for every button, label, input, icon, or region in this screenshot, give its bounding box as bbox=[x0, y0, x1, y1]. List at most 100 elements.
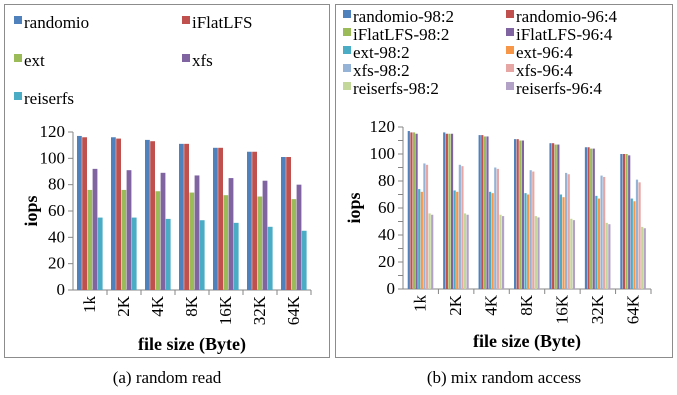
x-tick-label-8k: 8K bbox=[517, 294, 536, 316]
bar-iflatlfs-4k bbox=[150, 141, 155, 290]
bar-ext-96-4-2k bbox=[456, 191, 459, 289]
legend-label-reiserfs: reiserfs bbox=[24, 89, 74, 108]
bar-randomio-96-4-32k bbox=[587, 147, 590, 289]
bar-reiserfs-98-2-8k bbox=[534, 216, 537, 289]
bar-xfs-64k bbox=[296, 184, 302, 290]
bar-iflatlfs-96-4-32k bbox=[592, 148, 595, 289]
bar-reiserfs-98-2-32k bbox=[605, 222, 608, 289]
legend-item-randomio-98-2: randomio-98:2 bbox=[343, 7, 454, 26]
bar-reiserfs-98-2-1k bbox=[428, 213, 431, 289]
bar-reiserfs-96-4-32k bbox=[608, 224, 611, 289]
bar-randomio-8k bbox=[179, 143, 184, 290]
bar-randomio-98-2-1k bbox=[407, 131, 410, 289]
x-tick-label-1k: 1k bbox=[80, 296, 99, 314]
bar-randomio-98-2-16k bbox=[549, 143, 552, 289]
y-tick-label: 60 bbox=[378, 198, 395, 217]
bar-reiserfs-98-2-16k bbox=[570, 218, 573, 289]
x-tick-label-64k: 64K bbox=[284, 295, 303, 325]
bar-xfs-96-4-64k bbox=[638, 182, 641, 289]
bar-xfs-98-2-32k bbox=[600, 175, 603, 289]
x-axis-title: file size (Byte) bbox=[138, 334, 246, 355]
bar-xfs-1k bbox=[92, 168, 98, 290]
legend-swatch-reiserfs-96-4 bbox=[506, 82, 514, 90]
bar-iflatlfs-96-4-16k bbox=[557, 144, 560, 289]
bar-reiserfs-96-4-64k bbox=[643, 228, 646, 289]
legend-swatch-iflatlfs bbox=[182, 16, 190, 24]
bar-ext-98-2-16k bbox=[559, 194, 563, 289]
bar-iflatlfs-98-2-8k bbox=[519, 140, 522, 289]
bar-iflatlfs-64k bbox=[286, 157, 291, 290]
y-tick-label: 60 bbox=[48, 201, 65, 220]
bar-ext-98-2-32k bbox=[595, 195, 598, 289]
bar-reiserfs-96-4-1k bbox=[431, 214, 434, 289]
legend-item-iflatlfs-96-4: iFlatLFS-96:4 bbox=[506, 25, 613, 44]
y-tick-label: 120 bbox=[40, 122, 66, 141]
bar-xfs-98-2-16k bbox=[565, 172, 568, 289]
legend-item-xfs-96-4: xfs-96:4 bbox=[506, 61, 573, 80]
bar-reiserfs-96-4-8k bbox=[537, 217, 540, 289]
bar-randomio-96-4-16k bbox=[552, 143, 555, 289]
bar-reiserfs-4k bbox=[165, 218, 171, 290]
bar-ext-96-4-8k bbox=[527, 194, 530, 289]
bar-xfs-96-4-4k bbox=[496, 168, 499, 289]
bar-randomio-1k bbox=[77, 135, 82, 290]
bar-iflatlfs-1k bbox=[82, 137, 87, 290]
bar-randomio-98-2-8k bbox=[514, 139, 517, 289]
legend-label-iflatlfs: iFlatLFS bbox=[192, 13, 252, 32]
legend-swatch-ext-98-2 bbox=[343, 46, 351, 54]
bar-iflatlfs-98-2-1k bbox=[412, 132, 416, 289]
bar-ext-2k bbox=[121, 189, 127, 290]
x-tick-label-32k: 32K bbox=[250, 295, 269, 325]
bar-reiserfs-16k bbox=[233, 222, 239, 290]
legend-item-ext: ext bbox=[14, 51, 45, 70]
legend-label-reiserfs-96-4: reiserfs-96:4 bbox=[516, 79, 602, 98]
x-tick-label-2k: 2K bbox=[114, 295, 133, 317]
bar-iflatlfs-96-4-8k bbox=[521, 140, 524, 289]
bar-iflatlfs-16k bbox=[218, 147, 223, 290]
legend-label-randomio: randomio bbox=[24, 13, 89, 32]
legend-swatch-randomio-98-2 bbox=[343, 10, 351, 18]
x-tick-label-2k: 2K bbox=[446, 294, 465, 316]
legend-swatch-xfs-98-2 bbox=[343, 64, 351, 72]
bar-randomio-64k bbox=[281, 157, 286, 290]
legend-swatch-ext-96-4 bbox=[506, 46, 514, 54]
bar-xfs-98-2-64k bbox=[635, 179, 639, 289]
legend-label-randomio-96-4: randomio-96:4 bbox=[516, 7, 618, 26]
bar-xfs-2k bbox=[126, 170, 132, 290]
bar-xfs-96-4-32k bbox=[603, 176, 606, 289]
legend: randomio-98:2 randomio-96:4 iFlatLFS-98:2 i… bbox=[343, 7, 618, 98]
x-tick-label-64k: 64K bbox=[623, 294, 642, 324]
legend-label-iflatlfs-96-4: iFlatLFS-96:4 bbox=[516, 25, 613, 44]
bar-ext-96-4-1k bbox=[420, 191, 423, 289]
legend-label-xfs: xfs bbox=[192, 51, 213, 70]
x-tick-label-16k: 16K bbox=[552, 294, 571, 324]
y-tick-label: 40 bbox=[48, 227, 65, 246]
bar-iflatlfs-32k bbox=[252, 151, 257, 290]
bar-reiserfs-98-2-64k bbox=[641, 226, 644, 289]
bar-ext-4k bbox=[155, 191, 161, 290]
legend-item-reiserfs: reiserfs bbox=[14, 89, 74, 108]
bar-ext-98-2-1k bbox=[418, 189, 421, 289]
bar-iflatlfs-98-2-32k bbox=[590, 148, 593, 289]
mix-random-access-chart: randomio-98:2 randomio-96:4 iFlatLFS-98:2 i… bbox=[343, 7, 652, 352]
bar-reiserfs-64k bbox=[301, 230, 307, 290]
bar-randomio-32k bbox=[247, 151, 252, 290]
bar-reiserfs-2k bbox=[131, 217, 137, 290]
chart-panel-random-read: randomio iFlatLFS ext xfs reiserfs 0 20 40 60 80 1… bbox=[4, 4, 330, 358]
bar-reiserfs-96-4-16k bbox=[572, 220, 576, 289]
y-tick-label: 100 bbox=[370, 144, 396, 163]
bar-randomio-96-4-8k bbox=[516, 139, 519, 289]
bar-randomio-98-2-32k bbox=[584, 147, 588, 289]
legend-swatch-iflatlfs-98-2 bbox=[343, 28, 351, 36]
legend-label-xfs-96-4: xfs-96:4 bbox=[516, 61, 573, 80]
bar-iflatlfs-96-4-64k bbox=[628, 155, 631, 289]
y-tick-label: 20 bbox=[378, 252, 395, 271]
bar-xfs-16k bbox=[228, 178, 234, 290]
y-axis-title: iops bbox=[21, 195, 41, 226]
bar-randomio-16k bbox=[213, 147, 218, 290]
bar-randomio-98-2-4k bbox=[478, 135, 481, 289]
bar-reiserfs-96-4-4k bbox=[501, 216, 505, 289]
legend-swatch-randomio bbox=[14, 16, 22, 24]
legend-swatch-ext bbox=[14, 54, 22, 62]
bar-iflatlfs-98-2-2k bbox=[448, 133, 451, 289]
